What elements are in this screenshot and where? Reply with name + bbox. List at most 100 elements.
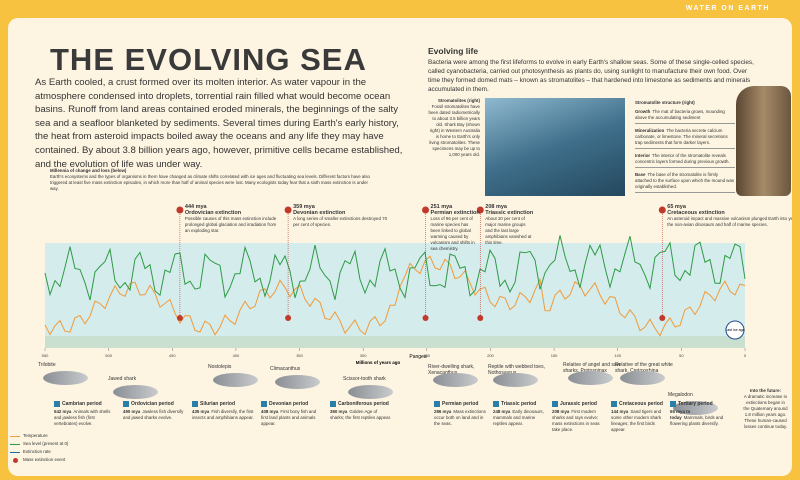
extinction-date: 359 mya <box>293 204 315 210</box>
period-text: Jawless fish diversify and jawed sharks … <box>123 409 184 420</box>
legend-entry: Mass extinction event <box>10 457 68 463</box>
creature-image <box>213 373 258 387</box>
period-body: 65 mya to today Mammals, birds and flower… <box>670 409 724 427</box>
extinction: 65 mya Cretaceous extinction An asteroid i… <box>667 204 792 228</box>
x-tick-label: 350 <box>296 353 303 358</box>
x-tick-label: 450 <box>169 353 176 358</box>
period-name: Cambrian period <box>54 401 116 407</box>
period-date: 408 mya <box>261 409 279 414</box>
period-body: 490 mya Jawless fish diversify and jawed … <box>123 409 185 421</box>
term: Interior <box>635 153 651 158</box>
creature-image <box>673 401 718 415</box>
title: THE EVOLVING SEA <box>50 42 367 77</box>
future: Into the future: A dramatic increase in … <box>743 388 788 430</box>
creature-label: Jawed shark <box>108 376 137 382</box>
last-ice-age-badge <box>725 320 745 340</box>
extinction-marker <box>659 315 666 321</box>
period-date: 360 mya <box>330 409 348 414</box>
extinction-marker <box>285 315 292 321</box>
period: Triassic period 248 mya Early dinosaurs, m… <box>493 401 547 427</box>
period-text: Early dinosaurs, mammals and marine rept… <box>493 409 544 426</box>
heading: Evolving life <box>428 46 479 56</box>
creature-label: Climacanthus <box>270 366 301 372</box>
creature-image <box>43 371 88 385</box>
period-date: 435 mya <box>192 409 210 414</box>
creature-image <box>493 373 538 387</box>
period-body: 360 mya Golden Age of sharks; the first r… <box>330 409 392 421</box>
period-name: Jurassic period <box>552 401 606 407</box>
period-body: 144 mya Sand tigers and some other modern… <box>611 409 665 433</box>
extinction-heading: 251 mya Permian extinction <box>431 204 526 216</box>
period-date: 248 mya <box>493 409 511 414</box>
photo <box>485 98 625 196</box>
creature-label: Scissor-tooth shark <box>343 376 386 382</box>
x-tick-label: 400 <box>233 353 240 358</box>
future-heading: Into the future: <box>750 388 781 393</box>
period-name: Permian period <box>434 401 488 407</box>
term-text: The interior of the stromatolite reveals… <box>635 153 730 164</box>
period-date: 286 mya <box>434 409 452 414</box>
period-date: 65 mya to today <box>670 409 691 420</box>
term-text: The mat of bacteria grows, mounding abov… <box>635 109 725 120</box>
extinction-heading: 359 mya Devonian extinction <box>293 204 388 216</box>
extinction: 444 mya Ordovician extinction Possible cau… <box>185 204 280 234</box>
extinction-name: Ordovician extinction <box>184 210 242 216</box>
period-name: Triassic period <box>493 401 547 407</box>
extinction-text: Possible causes of this mass extinction … <box>184 216 277 233</box>
last-ice-age-label: Last ice age <box>725 328 744 332</box>
period-date: 542 mya <box>54 409 72 414</box>
caption-heading: Stromatolites (right) <box>438 98 480 103</box>
x-tick-label: 550 <box>42 353 49 358</box>
period-body: 248 mya Early dinosaurs, mammals and mari… <box>493 409 547 427</box>
extinction: 251 mya Permian extinction Loss of 96 per … <box>431 204 526 252</box>
legend-label: Sea level (present at 0) <box>23 441 69 446</box>
legend-swatch <box>10 451 20 453</box>
timeline-intro: Millennia of change and loss (below) Ear… <box>50 168 370 192</box>
extinction-marker <box>176 206 184 214</box>
extinction-heading: 65 mya Cretaceous extinction <box>667 204 762 216</box>
legend-swatch <box>10 443 20 445</box>
structure-item: Base The base of the stromatolite is firm… <box>635 172 735 193</box>
period-text: Mass extinctions occur both on land and … <box>434 409 486 426</box>
creature-image <box>620 371 665 385</box>
legend-swatch <box>10 435 20 437</box>
creature-image <box>433 373 478 387</box>
caption-text: Fossil stromatolites have been dated rad… <box>428 104 481 157</box>
period-text: First modern sharks and rays evolve; mas… <box>552 409 600 432</box>
term: Base <box>635 172 646 177</box>
future-text: A dramatic increase in extinctions began… <box>743 394 788 429</box>
period-body: 542 mya Animals with shells and jawless f… <box>54 409 116 427</box>
creature-label: River-dwelling shark, Xenacanthus <box>428 364 475 376</box>
term-text: The bacteria secrete calcium carbonate, … <box>635 128 728 145</box>
period-text: Mammals, birds and flowering plants dive… <box>670 415 724 426</box>
period-text: Golden Age of sharks; the first reptiles… <box>330 409 392 420</box>
term-text: The base of the stromatolite is firmly a… <box>635 172 735 189</box>
timeline-heading: Millennia of change and loss (below) <box>50 168 127 173</box>
period-name: Ordovician period <box>123 401 185 407</box>
extinction-heading: 208 mya Triassic extinction <box>485 204 580 216</box>
x-tick-label: 250 <box>423 353 430 358</box>
creature-image <box>275 375 320 389</box>
period-date: 490 mya <box>123 409 141 414</box>
creature-image <box>113 385 158 399</box>
period-name: Devonian period <box>261 401 323 407</box>
legend-label: Extinction rate <box>23 449 51 454</box>
period: Silurian period 435 mya Fish diversify, th… <box>192 401 254 421</box>
period: Cretaceous period 144 mya Sand tigers and … <box>611 401 665 433</box>
chart-band <box>45 243 745 348</box>
structure: Stromatolite structure (right) Growth The… <box>635 100 735 197</box>
extinction-marker <box>658 206 666 214</box>
extinction-name: Devonian extinction <box>293 210 346 216</box>
period-body: 408 mya First bony fish and first land pl… <box>261 409 323 427</box>
term: Mineralization <box>635 128 665 133</box>
legend-entry: Sea level (present at 0) <box>10 441 68 447</box>
extinction-date: 65 mya <box>667 204 686 210</box>
creature-label: Megalodon <box>668 392 693 398</box>
paragraph: Bacteria were among the first lifeforms … <box>428 59 754 93</box>
legend-label: Temperature <box>23 433 48 438</box>
creature-label: Nostolepis <box>208 364 232 370</box>
structure-item: Interior The interior of the stromatolite… <box>635 153 735 168</box>
extinction-marker <box>422 206 430 214</box>
extinction-name: Cretaceous extinction <box>667 210 725 216</box>
x-tick-label: 500 <box>105 353 112 358</box>
